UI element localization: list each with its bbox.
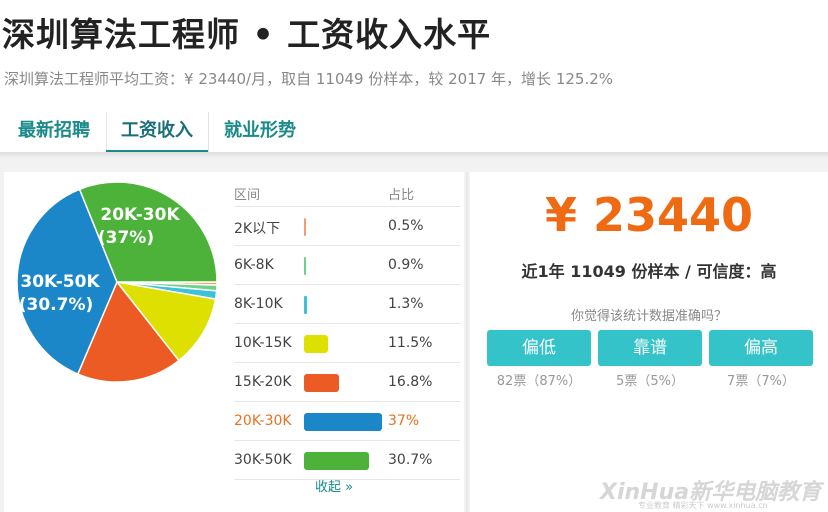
row-percentage: 30.7% <box>388 452 433 468</box>
row-bar-track <box>304 296 384 314</box>
vote-high-button[interactable]: 偏高 <box>709 330 813 366</box>
tab-salary[interactable]: 工资收入 <box>106 112 208 153</box>
row-percentage: 16.8% <box>388 374 433 390</box>
row-bar-track <box>304 335 384 353</box>
tab-latest-jobs[interactable]: 最新招聘 <box>18 120 90 141</box>
row-range-label: 10K-15K <box>234 335 292 351</box>
pie-slice-30k-50k[interactable] <box>78 181 218 283</box>
tab-divider <box>208 112 209 152</box>
row-range-label: 8K-10K <box>234 296 283 312</box>
page-title: 深圳算法工程师 • 工资收入水平 <box>2 15 492 54</box>
table-row: 2K以下 0.5% <box>234 207 460 246</box>
vote-low-count: 82票（87%） <box>496 374 582 389</box>
tab-employment[interactable]: 就业形势 <box>224 120 296 141</box>
row-bar-track <box>304 413 384 431</box>
pie-slice-10k-15k[interactable] <box>115 280 217 362</box>
table-header: 区间 占比 <box>234 178 460 207</box>
vote-reliable-button[interactable]: 靠谱 <box>598 330 702 366</box>
salary-pie-chart: 20K-30K (37%) 30K-50K (30.7%) <box>16 181 218 383</box>
row-range-label: 6K-8K <box>234 257 274 273</box>
pie-label-30k-50k: 30K-50K <box>20 272 100 292</box>
card-divider <box>466 172 468 512</box>
row-range-label: 30K-50K <box>234 452 292 468</box>
table-row: 8K-10K 1.3% <box>234 285 460 324</box>
tab-divider <box>106 112 107 152</box>
header-share: 占比 <box>388 188 415 203</box>
table-row: 6K-8K 0.9% <box>234 246 460 285</box>
watermark-logo: XinHua新华电脑教育 <box>600 480 822 505</box>
header-range: 区间 <box>234 188 261 203</box>
table-row: 15K-20K 16.8% <box>234 363 460 402</box>
pie-label-20k-30k-pct: (37%) <box>98 228 154 248</box>
pie-label-30k-50k-pct: (30.7%) <box>19 295 94 315</box>
vote-high-count: 7票（7%） <box>727 374 795 389</box>
watermark-tagline: 专业教育 精彩天下 www.xinhua.cn <box>638 501 768 510</box>
row-bar <box>304 413 382 431</box>
row-percentage: 11.5% <box>388 335 433 351</box>
row-percentage: 37% <box>388 413 420 429</box>
table-row: 30K-50K 30.7% <box>234 441 460 480</box>
row-bar <box>304 296 307 314</box>
vote-reliable-count: 5票（5%） <box>616 374 684 389</box>
average-salary: ¥ 23440 <box>544 188 754 242</box>
row-bar-track <box>304 374 384 392</box>
page-subtitle: 深圳算法工程师平均工资：¥ 23440/月，取自 11049 份样本，较 201… <box>4 70 614 88</box>
row-percentage: 0.9% <box>388 257 424 273</box>
row-bar <box>304 218 306 236</box>
table-row: 20K-30K 37% <box>234 402 460 441</box>
tab-bar: 最新招聘 工资收入 就业形势 <box>0 104 828 153</box>
table-row: 10K-15K 11.5% <box>234 324 460 363</box>
pie-slice-20k-30k[interactable] <box>16 188 118 375</box>
band-shadow <box>0 152 828 158</box>
row-bar <box>304 257 306 275</box>
pie-label-20k-30k: 20K-30K <box>100 205 180 225</box>
row-bar-track <box>304 452 384 470</box>
sample-info: 近1年 11049 份样本 / 可信度：高 <box>521 262 777 281</box>
row-bar <box>304 452 369 470</box>
row-percentage: 1.3% <box>388 296 424 312</box>
collapse-link[interactable]: 收起 » <box>314 480 354 495</box>
pie-slice-15k-20k[interactable] <box>76 280 180 383</box>
row-bar <box>304 335 329 353</box>
row-percentage: 0.5% <box>388 218 424 234</box>
vote-low-button[interactable]: 偏低 <box>487 330 591 366</box>
row-bar <box>304 374 340 392</box>
row-range-label: 20K-30K <box>234 413 292 429</box>
row-range-label: 15K-20K <box>234 374 292 390</box>
accuracy-question: 你觉得该统计数据准确吗？ <box>570 309 727 324</box>
row-bar-track <box>304 257 384 275</box>
row-range-label: 2K以下 <box>234 221 281 237</box>
row-bar-track <box>304 218 384 236</box>
distribution-table: 区间 占比 2K以下 0.5% 6K-8K 0.9% 8K-10K 1.3% 10K-15K… <box>234 178 460 480</box>
